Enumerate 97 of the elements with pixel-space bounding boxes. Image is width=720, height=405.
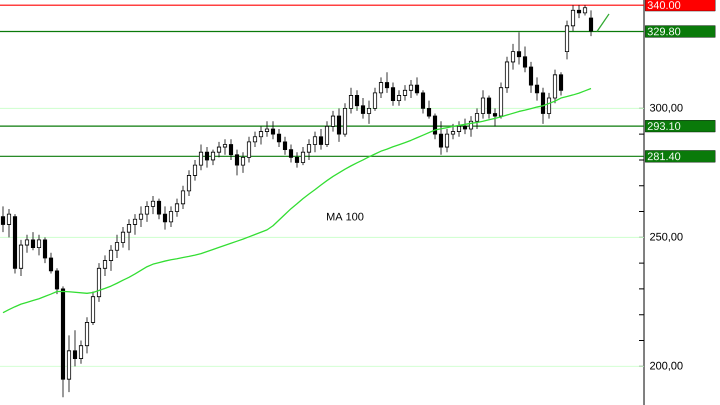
candlestick [216,141,222,158]
candlestick [30,232,36,251]
candlestick [126,218,132,251]
candlestick [48,252,54,274]
candlestick [6,208,12,238]
candlestick [204,146,210,168]
y-tick-label: 250,00 [650,232,683,242]
candlestick [318,128,324,150]
candlestick [300,146,306,166]
candlestick [588,10,594,37]
candlestick [552,69,558,104]
candlestick [546,92,552,120]
candlestick [324,120,330,148]
candlestick [276,128,282,148]
candlestick [444,128,450,153]
candlestick [138,206,144,228]
candlestick [570,4,576,32]
candlestick [330,110,336,132]
candlestick [528,62,534,94]
candlestick [282,136,288,156]
candlestick [558,72,564,96]
candlestick [312,131,318,153]
candlestick [354,90,360,112]
candlestick [474,108,480,130]
candlestick [42,236,48,264]
candlestick [426,100,432,120]
candlestick [24,234,30,254]
candlestick [582,4,588,16]
candlestick [36,234,42,256]
candlestick [252,131,258,148]
candlestick [576,4,582,18]
candlestick [348,87,354,114]
candlestick [180,185,186,210]
candlestick [516,32,522,65]
candlestick [522,46,528,73]
candlestick [270,120,276,140]
candlestick [162,206,168,230]
ref-line-label: 329.80 [648,28,680,36]
candlestick [192,160,198,181]
candlestick [384,72,390,94]
candlestick [246,136,252,163]
candlestick [102,254,108,276]
candlestick [114,234,120,258]
candlestick [336,108,342,142]
candlestick [486,95,492,120]
text: MA 100 [327,212,364,221]
candlestick [240,152,246,174]
candlestick [264,120,270,138]
candlestick [432,113,438,140]
y-tick-label: 300,00 [650,104,683,113]
candlestick [402,84,408,102]
ref-line-label: 340.00 [648,1,680,10]
candlestick [0,206,6,233]
candlestick [288,144,294,163]
candlestick [378,76,384,98]
candlestick [462,118,468,135]
candlestick [420,90,426,114]
candlestick [234,149,240,176]
ref-line-label: 293.10 [648,122,680,130]
candlestick [372,87,378,112]
candlestick [438,120,444,156]
candlestick [210,149,216,166]
ref-line-label: 281.40 [648,152,680,160]
candlestick [150,196,156,215]
candlestick [492,108,498,127]
candlestick [54,268,60,294]
candlestick [540,87,546,124]
candlestick [534,76,540,102]
candlestick [390,82,396,106]
candlestick [222,138,228,156]
candlestick [396,90,402,106]
candlestick [72,330,78,367]
candlestick [18,240,24,276]
candlestick [228,138,234,160]
candlestick [480,90,486,120]
candlestick [120,226,126,248]
candlestick [78,340,84,364]
candlestick [510,43,516,70]
candlestick [144,200,150,222]
candlestick [450,123,456,140]
candlestick [186,170,192,196]
candlestick [408,80,414,98]
candlestick [414,76,420,96]
candlestick [366,100,372,124]
candlestick [168,206,174,228]
candlestick [84,316,90,354]
candlestick [174,198,180,218]
candlestick [132,214,138,236]
candlestick [108,244,114,272]
candlestick [360,98,366,120]
candlestick [258,126,264,145]
candlestick [156,198,162,220]
candlestick [306,138,312,160]
y-tick-label: 200,00 [650,362,683,371]
candlestick [294,152,300,168]
candlestick [198,144,204,171]
candlestick [456,120,462,138]
